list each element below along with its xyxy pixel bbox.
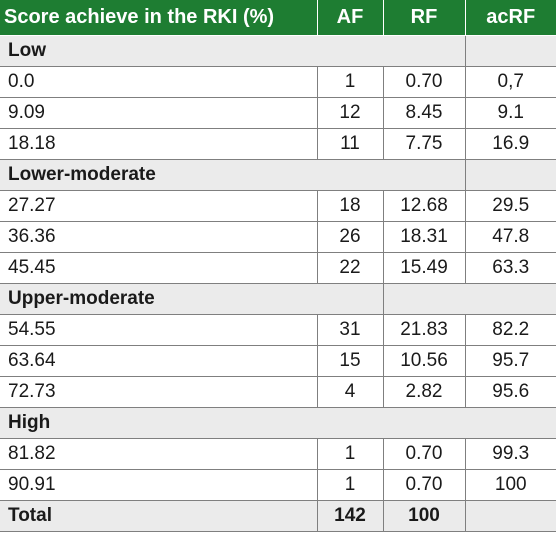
rf-cell: 0.70 — [382, 65, 466, 98]
group-row-low: Low — [0, 34, 556, 67]
af-cell: 1 — [316, 468, 384, 501]
acrf-cell: 16.9 — [464, 127, 556, 160]
group-spacer — [464, 34, 556, 67]
group-row-high: High — [0, 406, 556, 439]
af-cell: 1 — [316, 65, 384, 98]
table-row: 90.91 1 0.70 100 — [0, 468, 556, 501]
score-cell: 45.45 — [0, 251, 318, 284]
table-row: 36.36 26 18.31 47.8 — [0, 220, 556, 253]
rf-cell: 18.31 — [382, 220, 466, 253]
rf-cell: 21.83 — [382, 313, 466, 346]
score-cell: 18.18 — [0, 127, 318, 160]
total-acrf — [464, 499, 556, 532]
af-cell: 15 — [316, 344, 384, 377]
group-label: Upper-moderate — [0, 282, 384, 315]
rf-cell: 10.56 — [382, 344, 466, 377]
table-row: 18.18 11 7.75 16.9 — [0, 127, 556, 160]
rf-cell: 2.82 — [382, 375, 466, 408]
total-rf: 100 — [382, 499, 466, 532]
total-row: Total 142 100 — [0, 499, 556, 532]
acrf-cell: 9.1 — [464, 96, 556, 129]
group-row-lower-moderate: Lower-moderate — [0, 158, 556, 191]
score-cell: 90.91 — [0, 468, 318, 501]
table-row: 63.64 15 10.56 95.7 — [0, 344, 556, 377]
rf-cell: 12.68 — [382, 189, 466, 222]
score-cell: 81.82 — [0, 437, 318, 470]
af-cell: 1 — [316, 437, 384, 470]
table-row: 45.45 22 15.49 63.3 — [0, 251, 556, 284]
acrf-cell: 82.2 — [464, 313, 556, 346]
score-cell: 72.73 — [0, 375, 318, 408]
score-cell: 0.0 — [0, 65, 318, 98]
acrf-cell: 0,7 — [464, 65, 556, 98]
group-label: Lower-moderate — [0, 158, 466, 191]
header-acrf: acRF — [464, 0, 556, 36]
af-cell: 22 — [316, 251, 384, 284]
acrf-cell: 95.7 — [464, 344, 556, 377]
table-header: Score achieve in the RKI (%) AF RF acRF — [0, 0, 556, 36]
rf-cell: 7.75 — [382, 127, 466, 160]
group-spacer — [382, 282, 556, 315]
rf-cell: 8.45 — [382, 96, 466, 129]
group-label: Low — [0, 34, 466, 67]
rf-cell: 0.70 — [382, 468, 466, 501]
header-row: Score achieve in the RKI (%) AF RF acRF — [0, 0, 556, 36]
header-score: Score achieve in the RKI (%) — [0, 0, 318, 36]
af-cell: 26 — [316, 220, 384, 253]
af-cell: 11 — [316, 127, 384, 160]
af-cell: 4 — [316, 375, 384, 408]
header-rf: RF — [382, 0, 466, 36]
score-cell: 63.64 — [0, 344, 318, 377]
af-cell: 12 — [316, 96, 384, 129]
table-row: 72.73 4 2.82 95.6 — [0, 375, 556, 408]
acrf-cell: 47.8 — [464, 220, 556, 253]
acrf-cell: 100 — [464, 468, 556, 501]
table-row: 9.09 12 8.45 9.1 — [0, 96, 556, 129]
total-af: 142 — [316, 499, 384, 532]
acrf-cell: 99.3 — [464, 437, 556, 470]
table-row: 81.82 1 0.70 99.3 — [0, 437, 556, 470]
acrf-cell: 63.3 — [464, 251, 556, 284]
group-spacer — [464, 158, 556, 191]
rki-score-table: Score achieve in the RKI (%) AF RF acRF … — [0, 0, 556, 532]
table-body: Low 0.0 1 0.70 0,7 9.09 12 8.45 9.1 18.1… — [0, 34, 556, 532]
score-cell: 54.55 — [0, 313, 318, 346]
acrf-cell: 29.5 — [464, 189, 556, 222]
acrf-cell: 95.6 — [464, 375, 556, 408]
group-label: High — [0, 406, 556, 439]
rf-cell: 0.70 — [382, 437, 466, 470]
af-cell: 31 — [316, 313, 384, 346]
table-row: 54.55 31 21.83 82.2 — [0, 313, 556, 346]
score-cell: 36.36 — [0, 220, 318, 253]
header-af: AF — [316, 0, 384, 36]
score-cell: 9.09 — [0, 96, 318, 129]
table-row: 27.27 18 12.68 29.5 — [0, 189, 556, 222]
score-cell: 27.27 — [0, 189, 318, 222]
table-row: 0.0 1 0.70 0,7 — [0, 65, 556, 98]
rf-cell: 15.49 — [382, 251, 466, 284]
total-label: Total — [0, 499, 318, 532]
group-row-upper-moderate: Upper-moderate — [0, 282, 556, 315]
af-cell: 18 — [316, 189, 384, 222]
